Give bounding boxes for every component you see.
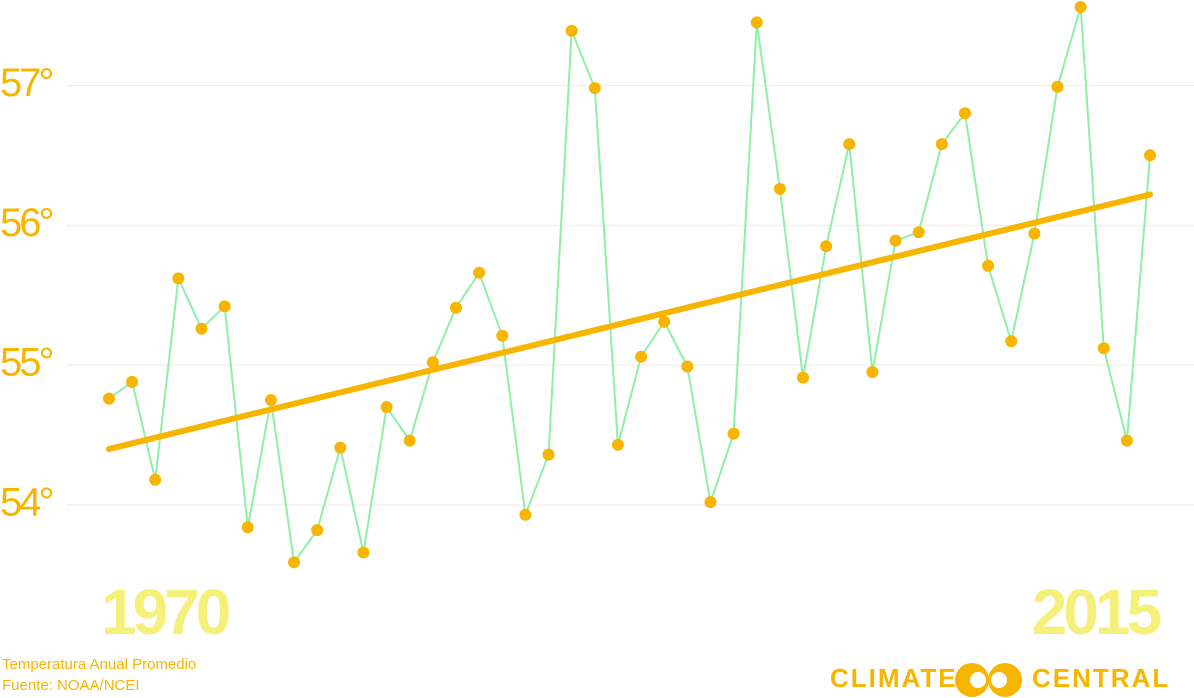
data-point: [935, 138, 948, 151]
data-point: [588, 82, 601, 95]
data-point: [496, 329, 509, 342]
x-tick-label: 1970: [101, 576, 229, 648]
data-point: [727, 427, 740, 440]
data-point: [820, 240, 833, 253]
x-tick-label: 2015: [1032, 576, 1161, 648]
y-tick-label: 54°: [0, 481, 52, 525]
data-point: [982, 259, 995, 272]
data-point: [241, 521, 254, 534]
data-point: [635, 350, 648, 363]
data-point: [426, 356, 439, 369]
data-point: [334, 441, 347, 454]
data-point: [912, 226, 925, 239]
data-point: [102, 392, 115, 405]
data-point: [380, 401, 393, 414]
data-point: [172, 272, 185, 285]
data-point: [1051, 80, 1064, 93]
data-point: [1074, 0, 1087, 13]
data-point: [565, 24, 578, 37]
y-tick-label: 57°: [0, 61, 52, 105]
trend-line: [105, 191, 1154, 453]
data-point: [542, 448, 555, 461]
data-point: [195, 322, 208, 335]
data-point: [288, 556, 301, 569]
data-point: [519, 508, 532, 521]
grid: [66, 84, 1194, 506]
caption: Temperatura Anual Promedio: [2, 656, 196, 673]
data-point: [797, 371, 810, 384]
data-point: [611, 438, 624, 451]
data-line: [108, 6, 1152, 565]
data-point: [473, 266, 486, 279]
brand-left: CLIMATE: [830, 663, 958, 693]
data-point: [704, 496, 717, 509]
data-point: [126, 375, 139, 388]
data-point: [264, 394, 277, 407]
brand-right: CENTRAL: [1032, 663, 1170, 693]
data-point: [149, 473, 162, 486]
data-point: [1144, 149, 1157, 162]
data-point: [1028, 227, 1041, 240]
data-point: [449, 301, 462, 314]
data-point: [773, 182, 786, 195]
data-point: [866, 366, 879, 379]
data-point: [681, 360, 694, 373]
data-point: [357, 546, 370, 559]
data-point: [843, 138, 856, 151]
data-point: [658, 315, 671, 328]
data-point: [750, 16, 763, 29]
data-point: [403, 434, 416, 447]
brand-logo: [955, 663, 1022, 697]
source: Fuente: NOAA/NCEI: [2, 677, 140, 694]
y-tick-label: 55°: [0, 341, 52, 385]
data-point: [889, 234, 902, 247]
data-point: [311, 524, 324, 537]
data-point: [1097, 342, 1110, 355]
data-point: [218, 300, 231, 313]
data-point: [1005, 335, 1018, 348]
data-point: [958, 107, 971, 120]
y-tick-label: 56°: [0, 201, 52, 245]
data-point: [1120, 434, 1133, 447]
